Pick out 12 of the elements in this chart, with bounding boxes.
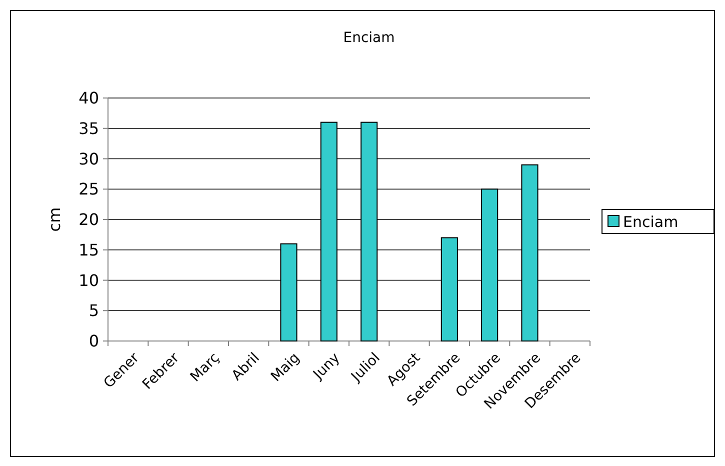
- y-tick-label: 10: [78, 270, 99, 290]
- y-tick-label: 0: [88, 332, 99, 351]
- legend-label: Enciam: [623, 212, 678, 231]
- y-tick-label: 25: [78, 180, 99, 199]
- y-tick-label: 30: [78, 149, 99, 168]
- y-tick-label: 40: [78, 88, 99, 108]
- y-tick-label: 15: [78, 240, 99, 260]
- y-tick-label: 5: [88, 301, 99, 320]
- y-tick-label: 20: [78, 210, 99, 230]
- y-tick-label: 35: [78, 118, 99, 138]
- chart-title: Enciam: [343, 30, 395, 46]
- y-axis-title: cm: [45, 207, 64, 232]
